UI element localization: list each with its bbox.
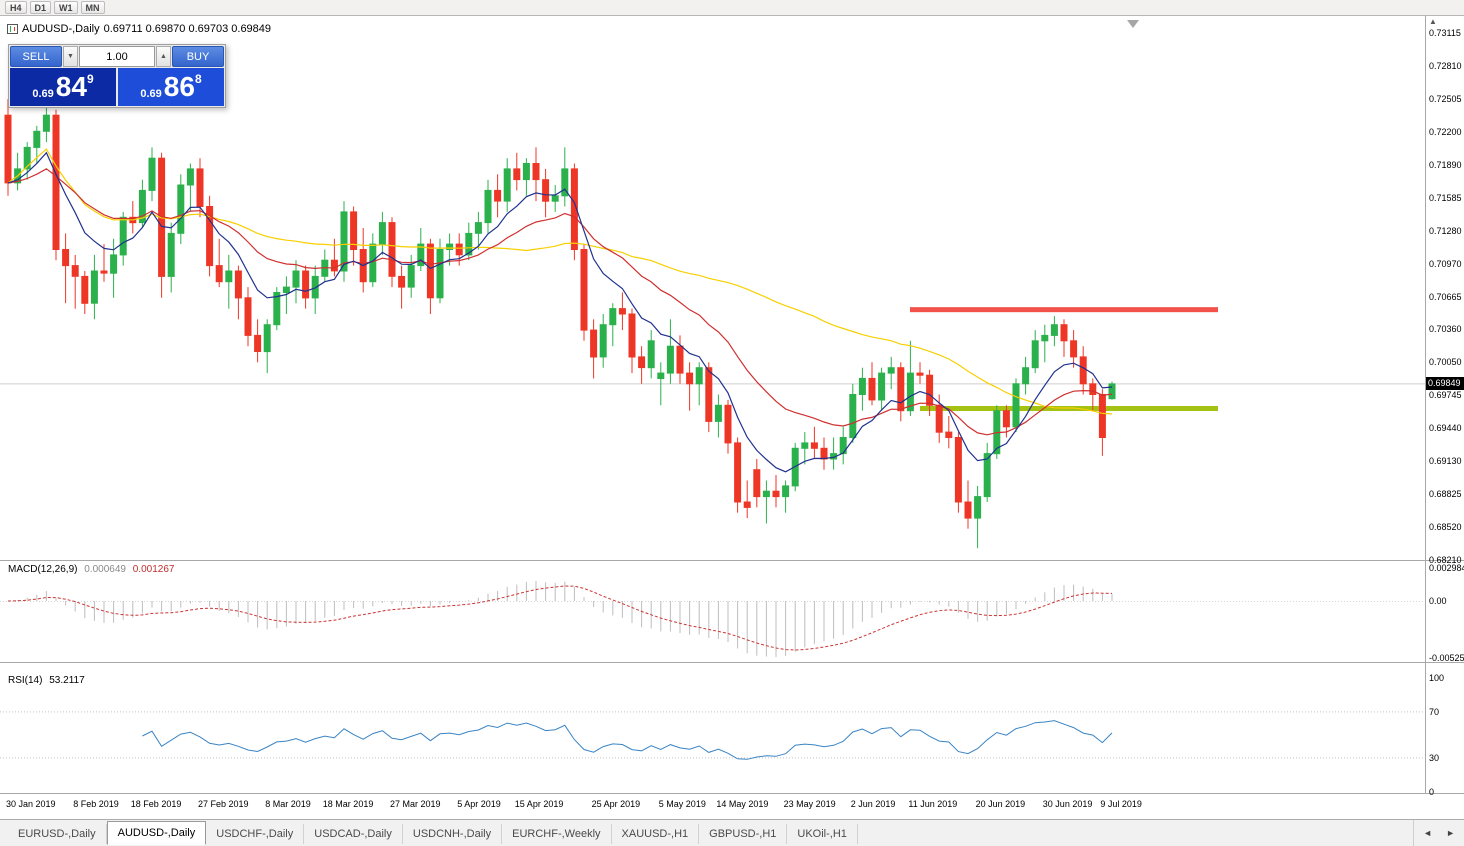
chart-ohlc-values: 0.69711 0.69870 0.69703 0.69849 <box>103 23 272 35</box>
chart-tab-xauusd-h1[interactable]: XAUUSD-,H1 <box>612 824 700 844</box>
chart-tab-eurusd-daily[interactable]: EURUSD-,Daily <box>8 824 107 844</box>
tab-scroll-buttons: ◄ ► <box>1413 820 1464 846</box>
one-click-trading-panel: SELL ▼ ▲ BUY 0.69 84 9 0.69 86 8 <box>8 44 226 108</box>
axis-label: 0.72505 <box>1429 93 1462 104</box>
chart-tab-usdcnh-daily[interactable]: USDCNH-,Daily <box>403 824 503 844</box>
date-label: 27 Feb 2019 <box>198 799 249 809</box>
axis-label: 70 <box>1429 706 1440 717</box>
timeframe-button-h4[interactable]: H4 <box>5 1 27 14</box>
axis-label: 0.68825 <box>1429 489 1462 500</box>
axis-label: 0.68210 <box>1429 555 1462 566</box>
chart-tab-audusd-daily[interactable]: AUDUSD-,Daily <box>106 821 207 845</box>
axis-label: 0.68520 <box>1429 522 1462 533</box>
date-label: 23 May 2019 <box>783 799 836 809</box>
chart-shift-marker-icon <box>1127 20 1139 28</box>
date-label: 14 May 2019 <box>716 799 769 809</box>
date-label: 8 Feb 2019 <box>73 799 119 809</box>
axis-label: 0 <box>1429 787 1435 798</box>
sell-button[interactable]: SELL <box>10 46 62 67</box>
date-label: 18 Mar 2019 <box>322 799 374 809</box>
rsi-name: RSI(14) <box>8 675 43 686</box>
axis-label: 0.002984 <box>1429 563 1464 573</box>
axis-label: 0.69130 <box>1429 456 1462 467</box>
axis-label: 0.70360 <box>1429 324 1462 335</box>
date-label: 2 Jun 2019 <box>850 799 896 809</box>
axis-label: 0.69745 <box>1429 390 1462 401</box>
chart-canvas[interactable] <box>0 0 1464 820</box>
chart-tab-usdcad-daily[interactable]: USDCAD-,Daily <box>304 824 403 844</box>
chart-tab-eurchf-weekly[interactable]: EURCHF-,Weekly <box>502 824 612 844</box>
buy-button[interactable]: BUY <box>172 46 224 67</box>
time-axis[interactable]: 30 Jan 2019 8 Feb 2019 18 Feb 2019 27 Feb 2… <box>0 794 1425 818</box>
date-label: 5 May 2019 <box>658 799 706 809</box>
rsi-value: 53.2117 <box>49 675 85 686</box>
chart-tab-gbpusd-h1[interactable]: GBPUSD-,H1 <box>699 824 788 844</box>
timeframe-toolbar: H4 D1 W1 MN <box>0 0 1464 16</box>
sell-price-sup: 9 <box>86 72 94 86</box>
volume-up-icon: ▲ <box>160 53 167 60</box>
chart-tab-bar: EURUSD-,Daily AUDUSD-,Daily USDCHF-,Daily U… <box>0 819 1464 846</box>
date-label: 15 Apr 2019 <box>514 799 564 809</box>
date-label: 27 Mar 2019 <box>390 799 441 809</box>
axis-label: 100 <box>1429 672 1445 683</box>
axis-label: 0.71585 <box>1429 192 1462 203</box>
axis-scroll-up-icon: ▲ <box>1429 17 1437 26</box>
axis-label: -0.005256 <box>1429 653 1464 663</box>
date-label: 5 Apr 2019 <box>457 799 501 809</box>
volume-input[interactable] <box>79 46 155 67</box>
axis-label: 0.70665 <box>1429 291 1462 302</box>
buy-price-big: 86 <box>163 71 195 102</box>
volume-increase-button[interactable]: ▲ <box>156 46 171 67</box>
timeframe-button-d1[interactable]: D1 <box>29 1 52 14</box>
axis-label: 0.71280 <box>1429 225 1462 236</box>
current-price-tag: 0.69849 <box>1426 377 1464 390</box>
date-label: 20 Jun 2019 <box>975 799 1026 809</box>
sell-price-button[interactable]: 0.69 84 9 <box>10 68 116 106</box>
chart-title: AUDUSD-,Daily 0.69711 0.69870 0.69703 0.… <box>7 23 271 35</box>
axis-label: 0.70970 <box>1429 258 1462 269</box>
buy-price-sup: 8 <box>194 72 202 86</box>
one-click-controls-row: SELL ▼ ▲ BUY <box>10 46 224 67</box>
chart-symbol-title: AUDUSD-,Daily <box>22 23 100 35</box>
axis-label: 0.00 <box>1429 596 1447 606</box>
macd-indicator-label: MACD(12,26,9) 0.000649 0.001267 <box>8 564 174 575</box>
date-label: 30 Jan 2019 <box>6 799 56 809</box>
axis-label: 0.72200 <box>1429 126 1462 137</box>
one-click-prices-row: 0.69 84 9 0.69 86 8 <box>10 68 224 106</box>
timeframe-button-mn[interactable]: MN <box>80 1 105 14</box>
macd-main-value: 0.000649 <box>84 564 126 575</box>
chart-tab-ukoil-h1[interactable]: UKOil-,H1 <box>787 824 858 844</box>
tabs-container: EURUSD-,Daily AUDUSD-,Daily USDCHF-,Daily U… <box>8 820 858 846</box>
date-label: 18 Feb 2019 <box>130 799 182 809</box>
sell-price-prefix: 0.69 <box>32 88 54 100</box>
tab-scroll-right-button[interactable]: ► <box>1446 828 1455 838</box>
date-label: 8 Mar 2019 <box>265 799 311 809</box>
date-label: 30 Jun 2019 <box>1042 799 1093 809</box>
chart-tab-usdchf-daily[interactable]: USDCHF-,Daily <box>206 824 305 844</box>
macd-signal-value: 0.001267 <box>132 564 175 575</box>
timeframe-button-w1[interactable]: W1 <box>54 1 78 14</box>
buy-price-prefix: 0.69 <box>140 88 162 100</box>
price-axis[interactable]: 0.73115 0.72810 0.72505 0.72200 0.71890 0.715… <box>1426 16 1464 797</box>
rsi-indicator-label: RSI(14) 53.2117 <box>8 675 85 686</box>
axis-label: 30 <box>1429 752 1440 763</box>
chart-icon <box>7 24 18 34</box>
axis-label: 0.70050 <box>1429 357 1462 368</box>
volume-decrease-button[interactable]: ▼ <box>63 46 78 67</box>
volume-down-icon: ▼ <box>67 53 74 60</box>
macd-name: MACD(12,26,9) <box>8 564 78 575</box>
date-label: 9 Jul 2019 <box>1100 799 1142 809</box>
date-label: 25 Apr 2019 <box>591 799 641 809</box>
buy-price-button[interactable]: 0.69 86 8 <box>118 68 224 106</box>
axis-label: 0.73115 <box>1429 28 1461 38</box>
sell-price-big: 84 <box>55 71 87 102</box>
tab-scroll-left-button[interactable]: ◄ <box>1423 828 1433 838</box>
axis-label: 0.69440 <box>1429 423 1462 434</box>
date-label: 11 Jun 2019 <box>908 799 958 809</box>
axis-label: 0.71890 <box>1429 159 1462 170</box>
axis-label: 0.72810 <box>1429 60 1462 71</box>
